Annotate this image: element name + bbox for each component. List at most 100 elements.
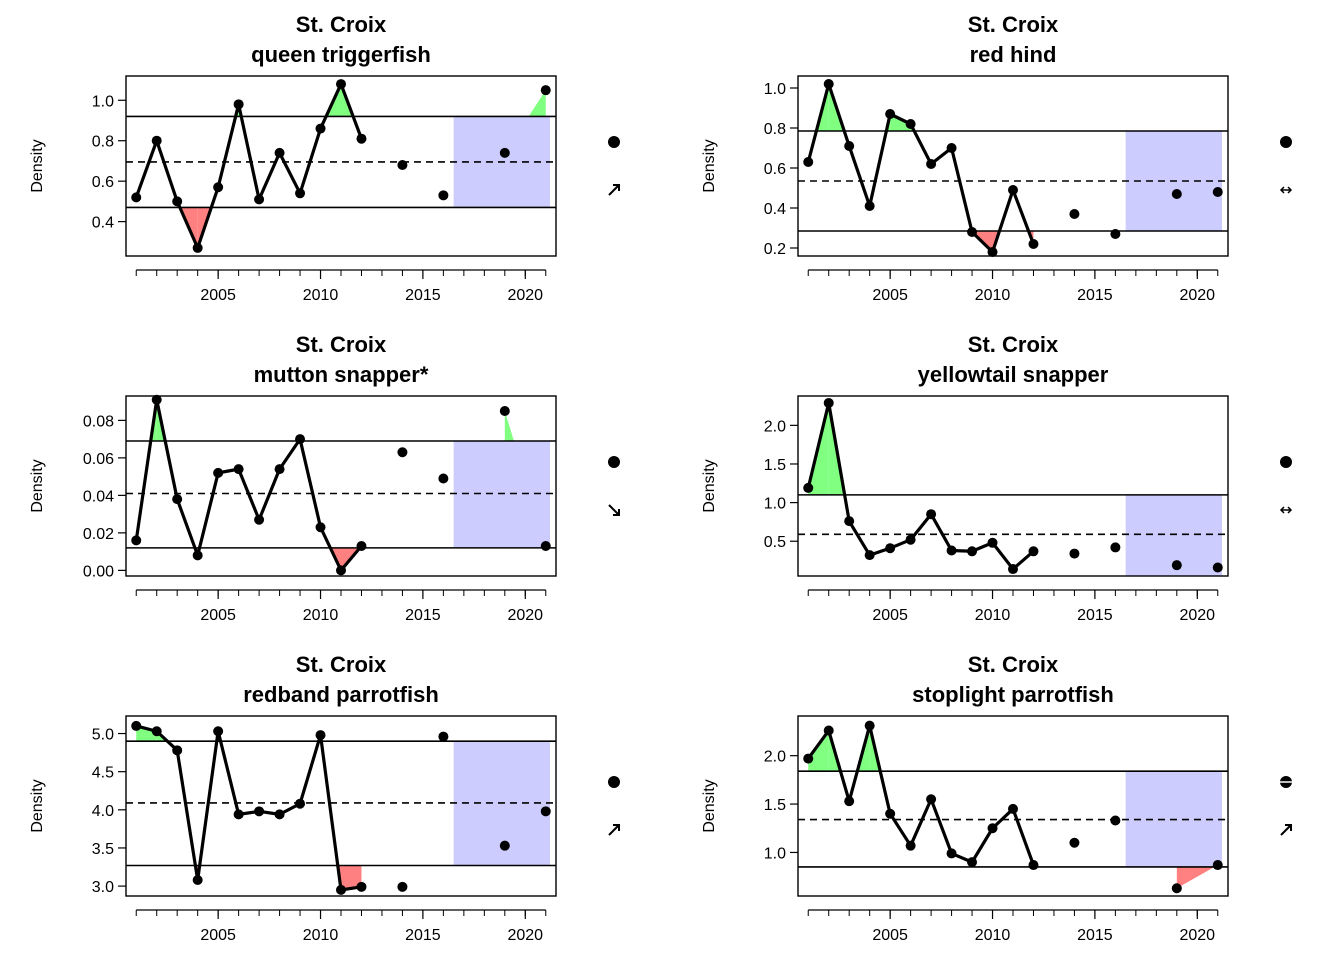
x-tick-label: 2010 <box>975 927 1011 944</box>
data-point <box>254 806 264 816</box>
x-tick-label: 2010 <box>303 287 339 304</box>
y-tick-label: 1.5 <box>764 457 786 474</box>
chart-title: St. Croix <box>968 12 1059 37</box>
x-tick-label: 2015 <box>405 927 441 944</box>
trend-arrow-shaft <box>609 185 619 195</box>
x-tick-label: 2005 <box>200 607 236 624</box>
data-point <box>336 885 346 895</box>
data-point <box>213 468 223 478</box>
data-point <box>234 809 244 819</box>
trend-arrow-icon <box>1281 507 1291 513</box>
data-point <box>152 726 162 736</box>
mean-status-icon <box>608 776 620 788</box>
data-point <box>988 823 998 833</box>
data-point <box>885 109 895 119</box>
data-point <box>1028 546 1038 556</box>
data-point <box>131 192 141 202</box>
data-point <box>1028 860 1038 870</box>
data-point <box>906 535 916 545</box>
data-point <box>803 157 813 167</box>
y-tick-label: 0.4 <box>764 201 786 218</box>
trend-arrow-icon <box>1281 825 1291 835</box>
series-line <box>136 84 361 248</box>
data-point <box>885 809 895 819</box>
y-tick-label: 2.0 <box>764 749 786 766</box>
chart-title: St. Croix <box>296 332 387 357</box>
y-axis-label: Density <box>29 139 46 192</box>
data-point <box>316 730 326 740</box>
y-tick-label: 0.8 <box>92 134 114 151</box>
y-tick-label: 1.5 <box>764 797 786 814</box>
y-axis-label: Density <box>701 139 718 192</box>
y-tick-label: 0.04 <box>83 488 114 505</box>
data-point <box>947 848 957 858</box>
data-point <box>356 541 366 551</box>
chart-title: St. Croix <box>968 652 1059 677</box>
mean-status-icon <box>608 136 620 148</box>
y-tick-label: 4.0 <box>92 803 114 820</box>
y-axis-label: Density <box>701 459 718 512</box>
data-point <box>1213 187 1223 197</box>
y-tick-label: 1.0 <box>764 845 786 862</box>
data-point <box>336 79 346 89</box>
y-tick-label: 1.0 <box>764 81 786 98</box>
data-point <box>967 227 977 237</box>
mean-status-icon <box>1280 456 1292 468</box>
y-axis-label: Density <box>701 779 718 832</box>
data-point <box>947 546 957 556</box>
data-point <box>1069 549 1079 559</box>
data-point <box>1213 563 1223 573</box>
x-tick-label: 2015 <box>1077 607 1113 624</box>
data-point <box>1008 564 1018 574</box>
data-point <box>541 541 551 551</box>
y-tick-label: 5.0 <box>92 727 114 744</box>
trend-arrow-shaft <box>609 505 619 515</box>
data-point <box>438 732 448 742</box>
data-point <box>234 464 244 474</box>
x-tick-label: 2020 <box>1179 287 1215 304</box>
data-point <box>1110 816 1120 826</box>
x-tick-label: 2010 <box>975 607 1011 624</box>
data-point <box>865 201 875 211</box>
data-point <box>275 464 285 474</box>
data-point <box>131 721 141 731</box>
chart-title: St. Croix <box>968 332 1059 357</box>
mean-status-icon <box>608 456 620 468</box>
x-tick-label: 2010 <box>303 607 339 624</box>
data-point <box>295 434 305 444</box>
data-point <box>1008 185 1018 195</box>
x-tick-label: 2015 <box>405 607 441 624</box>
chart-subtitle: mutton snapper* <box>254 362 429 387</box>
y-tick-label: 0.00 <box>83 563 114 580</box>
x-tick-label: 2015 <box>1077 927 1113 944</box>
y-tick-label: 1.0 <box>764 496 786 513</box>
data-point <box>967 857 977 867</box>
x-tick-label: 2010 <box>975 287 1011 304</box>
y-tick-label: 0.6 <box>92 174 114 191</box>
data-point <box>275 809 285 819</box>
data-point <box>193 550 203 560</box>
data-point <box>1069 209 1079 219</box>
data-point <box>193 875 203 885</box>
trend-arrow-icon <box>609 825 619 835</box>
data-point <box>152 136 162 146</box>
data-point <box>824 398 834 408</box>
data-point <box>824 726 834 736</box>
data-point <box>844 516 854 526</box>
chart-subtitle: queen triggerfish <box>251 42 431 67</box>
y-axis-label: Density <box>29 779 46 832</box>
data-point <box>172 494 182 504</box>
y-tick-label: 0.02 <box>83 526 114 543</box>
y-tick-label: 0.8 <box>764 121 786 138</box>
y-tick-label: 0.5 <box>764 534 786 551</box>
below-lower-fill <box>1177 867 1215 888</box>
data-point <box>541 85 551 95</box>
data-point <box>1172 883 1182 893</box>
x-tick-label: 2020 <box>507 607 543 624</box>
x-tick-label: 2005 <box>872 927 908 944</box>
data-point <box>1069 838 1079 848</box>
data-point <box>926 509 936 519</box>
